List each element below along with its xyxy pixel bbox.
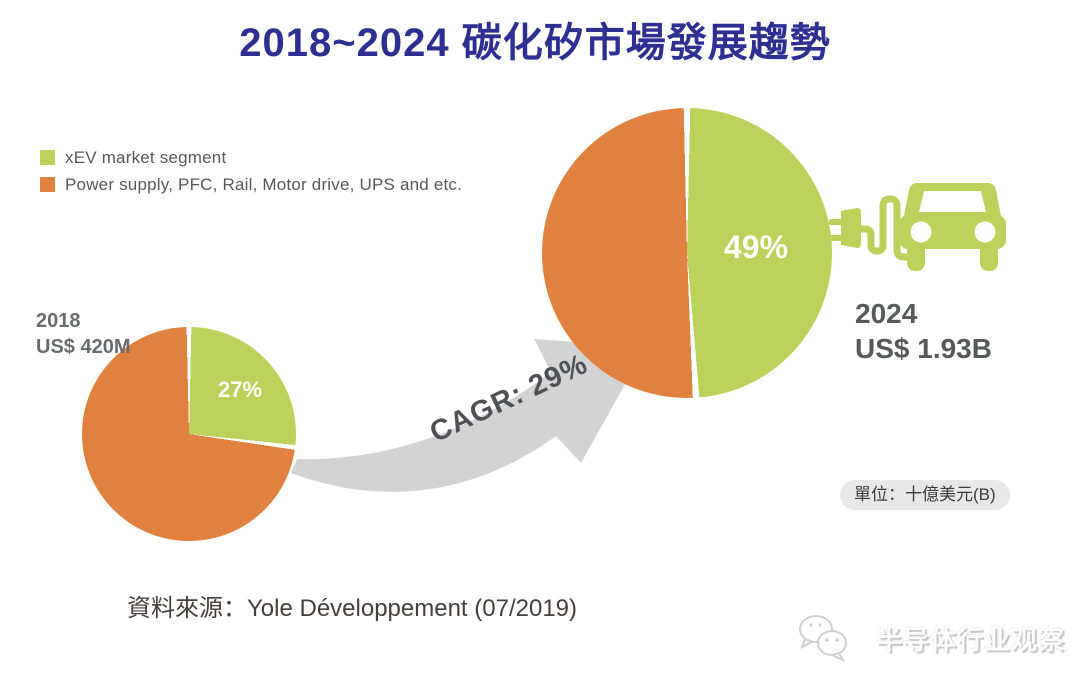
wechat-chat-bubbles-icon: [799, 615, 847, 663]
pie-2024-percent-label: 49%: [723, 229, 789, 265]
charging-cable: [857, 195, 911, 261]
legend-swatch-orange: [40, 177, 55, 192]
chart-legend: xEV market segment Power supply, PFC, Ra…: [40, 144, 462, 198]
pie-2018-year: 2018: [36, 310, 81, 332]
watermark-text: 半导体行业观察: [876, 625, 1066, 655]
pie-2018-caption: 2018 US$ 420M: [36, 308, 131, 360]
unit-badge: 單位：十億美元(B): [840, 480, 1010, 510]
page-title: 2018~2024 碳化矽市場發展趨勢: [239, 21, 831, 65]
legend-label: xEV market segment: [65, 147, 227, 167]
legend-item-xev: xEV market segment: [40, 144, 462, 171]
car-headlight-left: [910, 221, 932, 243]
pie-2024-caption: 2024 US$ 1.93B: [855, 296, 992, 366]
car-headlight-right: [974, 221, 996, 243]
charging-plug-icon: [829, 208, 861, 248]
legend-label: Power supply, PFC, Rail, Motor drive, UP…: [65, 174, 463, 194]
pie-2018-percent-label: 27%: [217, 377, 263, 402]
pie-chart-2018: [82, 327, 296, 541]
data-source: 資料來源：Yole Développement (07/2019): [127, 595, 578, 622]
legend-item-power: Power supply, PFC, Rail, Motor drive, UP…: [40, 171, 462, 198]
pie-2024-year: 2024: [855, 298, 918, 329]
pie-2024-value: US$ 1.93B: [855, 333, 992, 364]
arrow-shape: [291, 339, 646, 492]
legend-swatch-green: [40, 150, 55, 165]
pie-chart-2024: [542, 108, 832, 398]
car-windshield: [919, 191, 986, 212]
electric-car-icon: [899, 183, 1006, 271]
pie-2018-value: US$ 420M: [36, 336, 131, 358]
